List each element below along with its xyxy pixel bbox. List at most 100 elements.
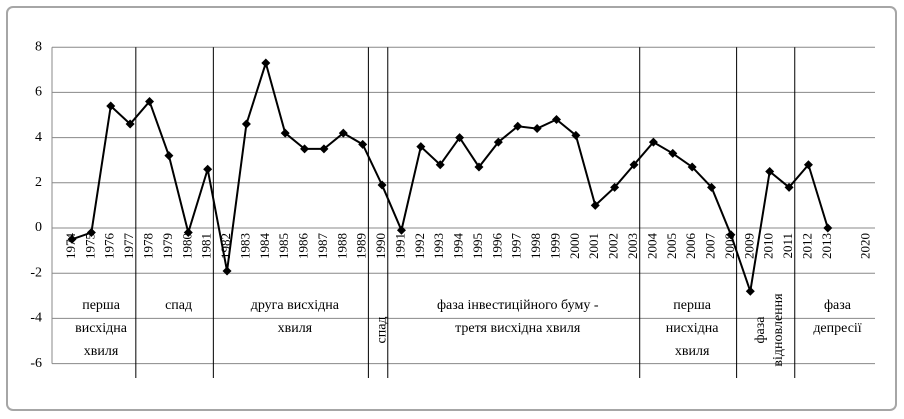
- data-point: [145, 96, 155, 106]
- data-point: [784, 182, 794, 192]
- phase-label: перша: [82, 298, 120, 313]
- data-point: [377, 180, 387, 190]
- data-point: [513, 121, 523, 131]
- data-point: [571, 130, 581, 140]
- data-point: [455, 133, 465, 143]
- x-tick-label: 1985: [276, 233, 291, 259]
- phase-label: нисхідна: [666, 321, 720, 336]
- x-tick-label: 2004: [644, 233, 659, 260]
- data-point: [803, 160, 813, 170]
- phase-label: друга висхідна: [251, 298, 340, 313]
- x-tick-label: 1998: [528, 233, 543, 259]
- x-tick-label: 1994: [451, 233, 466, 260]
- x-tick-label: 2005: [664, 233, 679, 259]
- data-point: [435, 160, 445, 170]
- x-tick-label: 1984: [257, 233, 272, 260]
- y-tick-label: 0: [35, 220, 42, 235]
- data-point: [86, 228, 96, 238]
- data-point: [67, 234, 77, 244]
- x-tick-label: 1975: [82, 233, 97, 259]
- x-tick-label: 1992: [412, 233, 427, 259]
- data-point: [765, 167, 775, 176]
- x-tick-label: 1979: [160, 233, 175, 259]
- data-point: [493, 137, 503, 147]
- data-point: [261, 58, 271, 68]
- data-point: [590, 200, 600, 210]
- x-tick-label: 2009: [741, 233, 756, 259]
- data-point: [687, 162, 697, 172]
- x-tick-label: 2010: [761, 233, 776, 259]
- y-tick-label: -4: [30, 311, 42, 326]
- data-point: [416, 142, 426, 152]
- data-point: [396, 225, 406, 235]
- x-tick-label: 2001: [586, 233, 601, 259]
- data-point: [552, 115, 561, 125]
- phase-label: спад: [374, 316, 389, 343]
- chart-frame: [6, 6, 897, 411]
- data-point: [222, 266, 232, 276]
- x-tick-label: 1980: [179, 233, 194, 259]
- phase-label: хвиля: [675, 344, 710, 359]
- phase-label: фаза: [824, 298, 852, 313]
- y-tick-label: -2: [30, 265, 42, 280]
- data-point: [823, 223, 833, 233]
- phase-label: спад: [165, 298, 192, 313]
- data-point: [338, 128, 348, 138]
- phase-label: хвиля: [278, 321, 313, 336]
- x-tick-label: 2007: [703, 233, 718, 260]
- x-tick-label: 1990: [373, 233, 388, 259]
- x-tick-label: 1978: [141, 233, 156, 259]
- data-point: [300, 144, 310, 154]
- phase-label: третя висхідна хвиля: [455, 321, 581, 336]
- data-point: [629, 160, 639, 170]
- x-tick-label: 1977: [121, 233, 136, 260]
- y-tick-label: 8: [35, 39, 42, 54]
- x-tick-label: 1996: [489, 233, 504, 260]
- y-tick-label: 6: [35, 85, 42, 100]
- data-point: [125, 119, 135, 129]
- data-point: [241, 119, 251, 129]
- x-tick-label: 2002: [606, 233, 621, 259]
- data-line: [71, 59, 829, 292]
- phase-label: перша: [673, 298, 711, 313]
- x-tick-label: 1993: [431, 233, 446, 259]
- phase-label: фаза інвестиційного буму -: [437, 298, 599, 313]
- x-tick-label: 1995: [470, 233, 485, 259]
- x-tick-label: 2013: [819, 233, 834, 259]
- x-tick-label: 1976: [102, 233, 117, 260]
- phase-label: хвиля: [84, 344, 119, 359]
- data-point: [532, 124, 542, 134]
- data-point: [319, 144, 329, 154]
- x-tick-label: 1981: [199, 233, 214, 259]
- data-point: [106, 101, 116, 111]
- x-tick-label: 2003: [625, 233, 640, 259]
- x-tick-label: 2006: [683, 233, 698, 260]
- data-point: [610, 182, 620, 192]
- x-tick-label: 2011: [780, 233, 795, 259]
- data-point: [648, 137, 658, 147]
- y-tick-label: -6: [30, 356, 42, 371]
- data-point: [183, 228, 193, 238]
- data-point: [707, 182, 717, 192]
- x-tick-label: 1997: [509, 233, 524, 260]
- data-point: [726, 230, 736, 240]
- data-point: [280, 128, 290, 138]
- y-tick-label: 2: [35, 175, 42, 190]
- y-tick-label: 4: [35, 130, 42, 145]
- data-point: [203, 164, 213, 174]
- data-point: [164, 151, 174, 161]
- x-tick-label: 2020: [858, 233, 873, 259]
- x-tick-label: 1986: [296, 233, 311, 260]
- data-point: [358, 139, 368, 149]
- data-point: [474, 162, 484, 172]
- data-point: [745, 286, 755, 296]
- x-tick-label: 1989: [354, 233, 369, 259]
- x-tick-label: 1983: [237, 233, 252, 259]
- x-tick-label: 1991: [392, 233, 407, 259]
- x-tick-label: 2000: [567, 233, 582, 259]
- phase-label: фаза: [753, 316, 768, 344]
- phase-label: відновлення: [771, 293, 786, 367]
- x-tick-label: 2012: [799, 233, 814, 259]
- phase-label: висхідна: [75, 321, 128, 336]
